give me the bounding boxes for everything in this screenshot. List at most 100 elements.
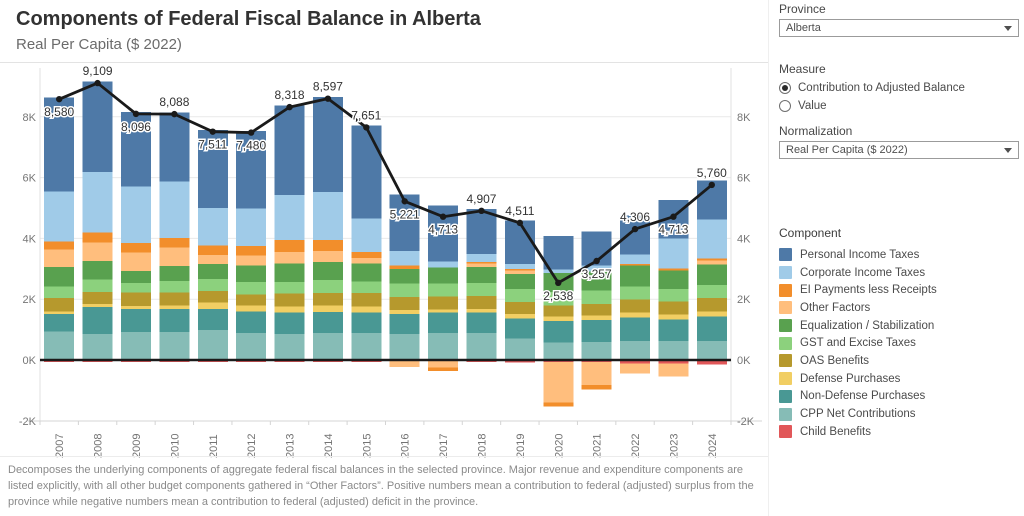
- bar-segment-2009-non-defense-purchases[interactable]: [120, 309, 151, 333]
- bar-segment-2016-non-defense-purchases[interactable]: [389, 313, 420, 334]
- bar-segment-2020-non-defense-purchases[interactable]: [543, 320, 574, 343]
- legend-item-oas-benefits[interactable]: OAS Benefits: [779, 352, 1019, 370]
- bar-segment-2022-oas-benefits[interactable]: [620, 299, 651, 313]
- legend-item-personal-income-taxes[interactable]: Personal Income Taxes: [779, 246, 1019, 264]
- bar-segment-2018-equalization-stabilization[interactable]: [466, 266, 497, 284]
- legend-item-child-benefits[interactable]: Child Benefits: [779, 423, 1019, 441]
- bar-segment-2019-corporate-income-taxes[interactable]: [504, 264, 535, 269]
- bar-segment-2024-corporate-income-taxes[interactable]: [696, 219, 727, 259]
- bar-segment-2008-other-factors[interactable]: [82, 242, 113, 262]
- bar-segment-2008-corporate-income-taxes[interactable]: [82, 171, 113, 233]
- bar-segment-2015-personal-income-taxes[interactable]: [351, 125, 382, 219]
- bar-segment-2009-oas-benefits[interactable]: [120, 292, 151, 306]
- bar-segment-2007-defense-purchases[interactable]: [44, 311, 75, 315]
- bar-segment-2015-defense-purchases[interactable]: [351, 306, 382, 313]
- measure-radio-value[interactable]: Value: [779, 97, 1019, 115]
- radio-unselected-icon[interactable]: [779, 100, 791, 112]
- bar-segment-2010-non-defense-purchases[interactable]: [159, 309, 190, 333]
- bar-segment-2022-cpp-net-contributions[interactable]: [620, 341, 651, 360]
- bar-segment-2010-ei-payments-less-receipts[interactable]: [159, 238, 190, 248]
- bar-segment-2008-defense-purchases[interactable]: [82, 304, 113, 307]
- bar-segment-2013-gst-and-excise-taxes[interactable]: [274, 282, 305, 294]
- bar-segment-2019-oas-benefits[interactable]: [504, 301, 535, 315]
- net-balance-point-2022[interactable]: [631, 225, 639, 233]
- bar-segment-2012-personal-income-taxes[interactable]: [236, 130, 267, 209]
- bar-segment-2012-ei-payments-less-receipts[interactable]: [236, 246, 267, 256]
- bar-segment-2010-defense-purchases[interactable]: [159, 305, 190, 310]
- legend-item-equalization-stabilization[interactable]: Equalization / Stabilization: [779, 317, 1019, 335]
- bar-segment-2013-defense-purchases[interactable]: [274, 306, 305, 313]
- bar-segment-2024-gst-and-excise-taxes[interactable]: [696, 284, 727, 299]
- bar-segment-2010-cpp-net-contributions[interactable]: [159, 332, 190, 360]
- bar-segment-2011-gst-and-excise-taxes[interactable]: [197, 278, 228, 291]
- bar-segment-2011-defense-purchases[interactable]: [197, 302, 228, 310]
- bar-segment-2008-ei-payments-less-receipts[interactable]: [82, 232, 113, 243]
- bar-segment-2010-other-factors[interactable]: [159, 247, 190, 266]
- bar-segment-2022-equalization-stabilization[interactable]: [620, 265, 651, 287]
- bar-segment-2008-equalization-stabilization[interactable]: [82, 261, 113, 280]
- bar-segment-2023-equalization-stabilization[interactable]: [658, 270, 689, 290]
- bar-segment-2019-cpp-net-contributions[interactable]: [504, 338, 535, 360]
- bar-segment-2022-personal-income-taxes[interactable]: [620, 215, 651, 255]
- bar-segment-2010-corporate-income-taxes[interactable]: [159, 181, 190, 239]
- legend-item-corporate-income-taxes[interactable]: Corporate Income Taxes: [779, 264, 1019, 282]
- bar-segment-2014-gst-and-excise-taxes[interactable]: [312, 280, 343, 293]
- bar-segment-2012-oas-benefits[interactable]: [236, 294, 267, 306]
- bar-segment-2010-oas-benefits[interactable]: [159, 292, 190, 306]
- bar-segment-2015-other-factors[interactable]: [351, 257, 382, 264]
- bar-segment-2007-other-factors[interactable]: [44, 249, 75, 268]
- bar-segment-2014-ei-payments-less-receipts[interactable]: [312, 239, 343, 251]
- net-balance-point-2016[interactable]: [401, 198, 408, 205]
- bar-segment-2024-defense-purchases[interactable]: [696, 311, 727, 317]
- bar-segment-2014-cpp-net-contributions[interactable]: [312, 333, 343, 360]
- bar-segment-2020-personal-income-taxes[interactable]: [543, 236, 574, 270]
- net-balance-point-2011[interactable]: [209, 128, 216, 135]
- bar-segment-2013-non-defense-purchases[interactable]: [274, 312, 305, 335]
- bar-segment-2012-gst-and-excise-taxes[interactable]: [236, 282, 267, 295]
- normalization-dropdown[interactable]: Real Per Capita ($ 2022): [779, 141, 1019, 159]
- bar-segment-2013-personal-income-taxes[interactable]: [274, 105, 305, 196]
- bar-segment-2021-corporate-income-taxes[interactable]: [581, 265, 612, 272]
- net-balance-point-2020[interactable]: [555, 279, 562, 287]
- bar-segment-2017-oas-benefits[interactable]: [428, 296, 459, 310]
- bar-segment-2011-other-factors[interactable]: [197, 254, 228, 265]
- bar-segment-2020-oas-benefits[interactable]: [543, 305, 574, 317]
- net-balance-point-2013[interactable]: [286, 103, 293, 111]
- fiscal-balance-chart[interactable]: -2K -2K 0K 0K 2K 2K 4K 4K 6K 6K 8K 8K 2007 2008 2009 20…: [0, 64, 768, 460]
- bar-segment-2019-child-benefits[interactable]: [504, 360, 535, 363]
- net-balance-point-2018[interactable]: [478, 207, 485, 215]
- bar-segment-2011-personal-income-taxes[interactable]: [197, 129, 228, 208]
- bar-segment-2011-cpp-net-contributions[interactable]: [197, 329, 228, 360]
- bar-segment-2012-cpp-net-contributions[interactable]: [236, 333, 267, 360]
- bar-segment-2010-equalization-stabilization[interactable]: [159, 265, 190, 281]
- net-balance-point-2021[interactable]: [593, 257, 600, 265]
- net-balance-point-2014[interactable]: [324, 95, 332, 102]
- bar-segment-2014-defense-purchases[interactable]: [312, 305, 343, 312]
- bar-segment-2012-defense-purchases[interactable]: [236, 305, 267, 312]
- bar-segment-2019-defense-purchases[interactable]: [504, 314, 535, 319]
- legend-item-gst-and-excise-taxes[interactable]: GST and Excise Taxes: [779, 334, 1019, 352]
- bar-segment-2021-gst-and-excise-taxes[interactable]: [581, 290, 612, 304]
- bar-segment-2015-cpp-net-contributions[interactable]: [351, 333, 382, 360]
- bar-segment-2020-ei-payments-less-receipts[interactable]: [543, 402, 574, 407]
- bar-segment-2018-corporate-income-taxes[interactable]: [466, 254, 497, 262]
- bar-segment-2021-other-factors[interactable]: [581, 361, 612, 386]
- bar-segment-2017-other-factors[interactable]: [428, 361, 459, 368]
- bar-segment-2016-corporate-income-taxes[interactable]: [389, 251, 420, 266]
- bar-segment-2022-non-defense-purchases[interactable]: [620, 317, 651, 341]
- bar-segment-2022-other-factors[interactable]: [620, 363, 651, 374]
- legend-item-cpp-net-contributions[interactable]: CPP Net Contributions: [779, 405, 1019, 423]
- bar-segment-2016-other-factors[interactable]: [389, 361, 420, 367]
- bar-segment-2018-gst-and-excise-taxes[interactable]: [466, 283, 497, 296]
- bar-segment-2013-cpp-net-contributions[interactable]: [274, 334, 305, 360]
- bar-segment-2021-non-defense-purchases[interactable]: [581, 320, 612, 342]
- bar-segment-2023-corporate-income-taxes[interactable]: [658, 238, 689, 269]
- bar-segment-2015-ei-payments-less-receipts[interactable]: [351, 252, 382, 258]
- bar-segment-2018-oas-benefits[interactable]: [466, 295, 497, 309]
- bar-segment-2017-corporate-income-taxes[interactable]: [428, 261, 459, 268]
- bar-segment-2020-other-factors[interactable]: [543, 361, 574, 403]
- bar-segment-2009-other-factors[interactable]: [120, 252, 151, 271]
- bar-segment-2021-equalization-stabilization[interactable]: [581, 271, 612, 291]
- net-balance-point-2024[interactable]: [708, 181, 716, 189]
- bar-segment-2021-ei-payments-less-receipts[interactable]: [581, 385, 612, 390]
